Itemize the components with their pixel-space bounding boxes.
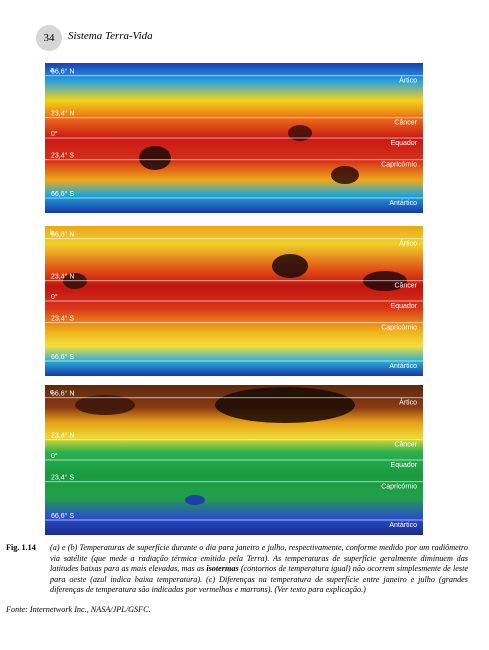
temperature-map: a66,6° N Ártico 23,4° N Câncer 0° Equador 23,4… <box>45 63 423 213</box>
zone-label: Câncer <box>394 283 417 290</box>
latitude-label: 0° <box>51 130 58 138</box>
zone-label: Antártico <box>389 522 417 529</box>
caption-text: (a) e (b) Temperaturas de superfície dur… <box>50 543 468 574</box>
temperature-map: b66,6° N Ártico 23,4° N Câncer 0° Equador 23,4… <box>45 226 423 376</box>
latitude-label: 66,6° S <box>51 353 74 361</box>
latitude-label: 0° <box>51 293 58 301</box>
zone-label: Câncer <box>394 442 417 449</box>
zone-label: Equador <box>391 303 418 310</box>
caption: Fig. 1.14 (a) e (b) Temperaturas de super… <box>6 543 468 596</box>
running-title: Sistema Terra-Vida <box>68 30 153 42</box>
latitude-label: 23,4° S <box>51 474 74 482</box>
latitude-label: 23,4° S <box>51 315 74 323</box>
latitude-label: 66,6° S <box>51 512 74 520</box>
land-region <box>331 166 359 184</box>
latitude-label: 23,4° N <box>51 273 74 281</box>
caption-bold: isotermas <box>206 564 239 574</box>
zone-label: Equador <box>391 140 418 147</box>
zone-label: Ártico <box>399 398 417 407</box>
zone-label: Equador <box>391 462 418 469</box>
panel-label: c <box>50 389 54 396</box>
latitude-label: 66,6° N <box>51 68 74 76</box>
zone-label: Antártico <box>389 200 417 207</box>
zone-label: Câncer <box>394 120 417 127</box>
page-number: 34 <box>36 25 62 51</box>
caption-label: Fig. 1.14 <box>6 543 36 552</box>
land-region <box>75 395 135 415</box>
latitude-label: 66,6° N <box>51 231 74 239</box>
latitude-label: 23,4° S <box>51 152 74 160</box>
caption-text: (contornos de temperatura igual) não oco… <box>50 564 468 595</box>
zone-label: Ártico <box>399 239 417 248</box>
latitude-label: 0° <box>51 452 58 460</box>
latitude-label: 23,4° N <box>51 110 74 118</box>
latitude-label: 66,6° N <box>51 390 74 398</box>
source: Fonte: Internetwork Inc., NASA/JPL/GSFC. <box>6 605 151 614</box>
latitude-label: 23,4° N <box>51 432 74 440</box>
land-region <box>288 125 312 141</box>
zone-label: Capricórnio <box>381 484 417 491</box>
land-region <box>272 254 308 278</box>
panel-label: a <box>50 67 54 74</box>
land-region <box>215 387 355 423</box>
latitude-label: 66,6° S <box>51 190 74 198</box>
land-region <box>139 146 171 170</box>
zone-label: Antártico <box>389 363 417 370</box>
zone-label: Capricórnio <box>381 162 417 169</box>
temperature-map: c66,6° N Ártico 23,4° N Câncer 0° Equador 23,4… <box>45 385 423 535</box>
panel-label: b <box>50 230 54 237</box>
zone-label: Ártico <box>399 76 417 85</box>
zone-label: Capricórnio <box>381 325 417 332</box>
land-region <box>185 495 205 505</box>
